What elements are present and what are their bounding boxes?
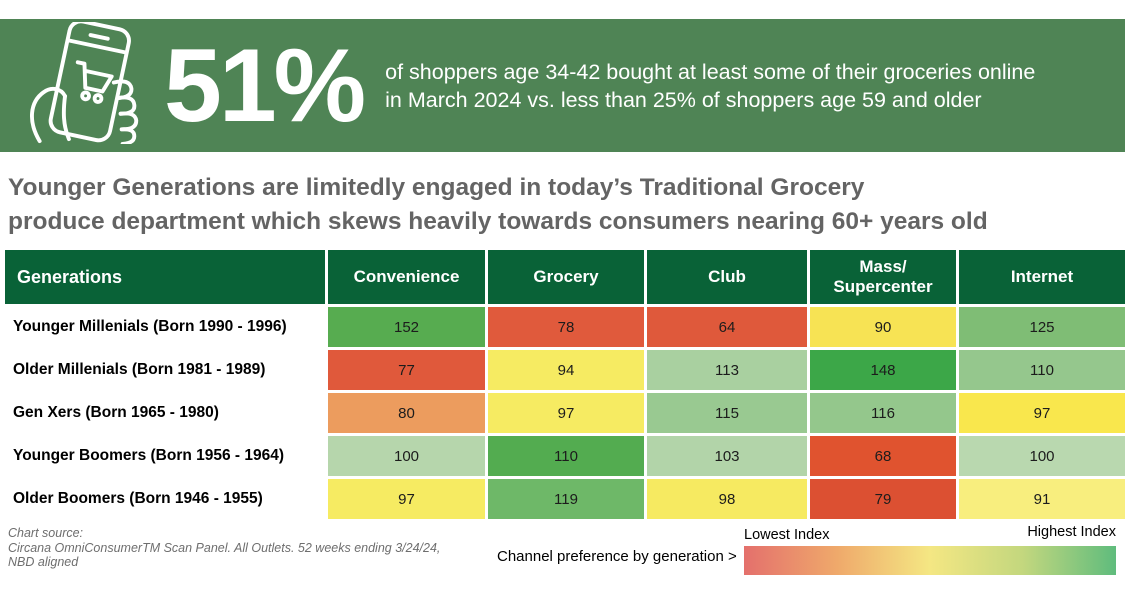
heatmap-cell: 116 [810,393,956,433]
column-header: Internet [959,250,1125,304]
stat-description-line1: of shoppers age 34-42 bought at least so… [385,59,1036,84]
heatmap-cell: 100 [959,436,1125,476]
stat-banner: 51% of shoppers age 34-42 bought at leas… [0,19,1125,152]
heatmap-cell: 97 [328,479,485,519]
row-label: Younger Boomers (Born 1956 - 1964) [5,436,325,476]
source-note: Chart source: Circana OmniConsumerTM Sca… [8,526,440,570]
source-line3: NBD aligned [8,555,79,569]
heatmap-cell: 80 [328,393,485,433]
heatmap-cell: 64 [647,307,807,347]
phone-shopping-icon [20,19,152,149]
heatmap-cell: 98 [647,479,807,519]
heatmap-cell: 68 [810,436,956,476]
heatmap-cell: 77 [328,350,485,390]
heatmap-cell: 94 [488,350,644,390]
heatmap-cell: 115 [647,393,807,433]
heatmap-cell: 91 [959,479,1125,519]
heatmap-cell: 78 [488,307,644,347]
column-header: Generations [5,250,325,304]
row-label: Older Boomers (Born 1946 - 1955) [5,479,325,519]
headline: Younger Generations are limitedly engage… [8,171,988,239]
source-line1: Chart source: [8,526,84,540]
heatmap-cell: 148 [810,350,956,390]
heatmap-cell: 97 [959,393,1125,433]
stat-value: 51% [164,27,366,144]
stat-description-line2: in March 2024 vs. less than 25% of shopp… [385,87,982,112]
heatmap-cell: 90 [810,307,956,347]
row-label: Gen Xers (Born 1965 - 1980) [5,393,325,433]
heatmap-cell: 100 [328,436,485,476]
column-header: Club [647,250,807,304]
heatmap-cell: 152 [328,307,485,347]
legend-caption: Channel preference by generation > [497,548,737,565]
legend-high-label: Highest Index [1027,524,1116,540]
heatmap-cell: 113 [647,350,807,390]
heatmap-cell: 110 [959,350,1125,390]
heatmap-cell: 103 [647,436,807,476]
heatmap-cell: 110 [488,436,644,476]
column-header: Convenience [328,250,485,304]
stat-description: of shoppers age 34-42 bought at least so… [385,58,1035,114]
legend-gradient-bar [744,546,1116,575]
headline-line1: Younger Generations are limitedly engage… [8,174,865,201]
heatmap-cell: 125 [959,307,1125,347]
heatmap-cell: 79 [810,479,956,519]
column-header: Mass/ Supercenter [810,250,956,304]
heatmap-table: Generations Convenience Grocery Club Mass/ S… [5,250,1125,519]
legend-low-label: Lowest Index [744,527,830,543]
heatmap-cell: 97 [488,393,644,433]
column-header: Grocery [488,250,644,304]
row-label: Younger Millenials (Born 1990 - 1996) [5,307,325,347]
heatmap-cell: 119 [488,479,644,519]
row-label: Older Millenials (Born 1981 - 1989) [5,350,325,390]
headline-line2: produce department which skews heavily t… [8,208,988,235]
source-line2: Circana OmniConsumerTM Scan Panel. All O… [8,540,441,555]
